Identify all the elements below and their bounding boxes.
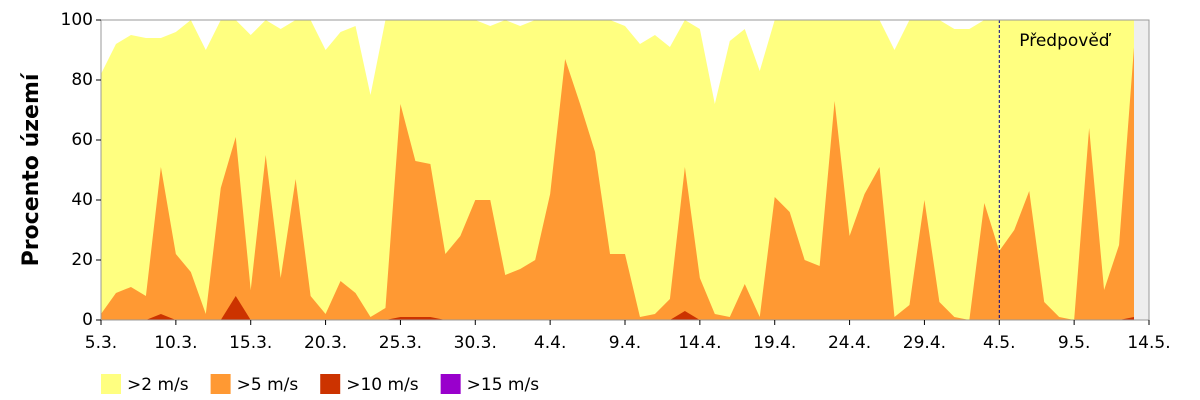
legend-swatch <box>101 374 121 394</box>
legend-label: >5 m/s <box>237 375 299 395</box>
x-tick-label: 4.4. <box>534 333 566 353</box>
x-tick-label: 10.3. <box>154 333 197 353</box>
y-tick-label: 100 <box>61 10 93 30</box>
y-tick-label: 60 <box>71 130 93 150</box>
legend-label: >2 m/s <box>127 375 189 395</box>
y-tick-label: 40 <box>71 190 93 210</box>
x-tick-label: 20.3. <box>304 333 347 353</box>
legend-swatch <box>210 374 231 394</box>
no-data-region <box>1134 20 1149 320</box>
x-tick-label: 4.5. <box>983 333 1015 353</box>
x-tick-label: 25.3. <box>379 333 422 353</box>
area <box>101 47 1135 320</box>
y-axis-label: Procento území <box>19 72 44 266</box>
legend-swatch <box>320 374 341 394</box>
x-tick-label: 29.4. <box>903 333 946 353</box>
legend-swatch <box>440 374 461 394</box>
legend-label: >15 m/s <box>467 375 540 395</box>
x-tick-label: 5.3. <box>85 333 117 353</box>
x-tick-label: 9.4. <box>609 333 641 353</box>
x-tick-label: 14.4. <box>678 333 721 353</box>
x-tick-label: 30.3. <box>454 333 497 353</box>
x-tick-label: 14.5. <box>1127 333 1170 353</box>
x-tick-label: 24.4. <box>828 333 871 353</box>
forecast-label: Předpověď <box>1019 31 1112 51</box>
x-tick-label: 9.5. <box>1058 333 1090 353</box>
x-tick-label: 15.3. <box>229 333 272 353</box>
y-tick-label: 80 <box>71 70 93 90</box>
y-tick-label: 0 <box>82 310 93 330</box>
legend-label: >10 m/s <box>346 375 419 395</box>
y-tick-label: 20 <box>71 250 93 270</box>
x-tick-label: 19.4. <box>753 333 796 353</box>
